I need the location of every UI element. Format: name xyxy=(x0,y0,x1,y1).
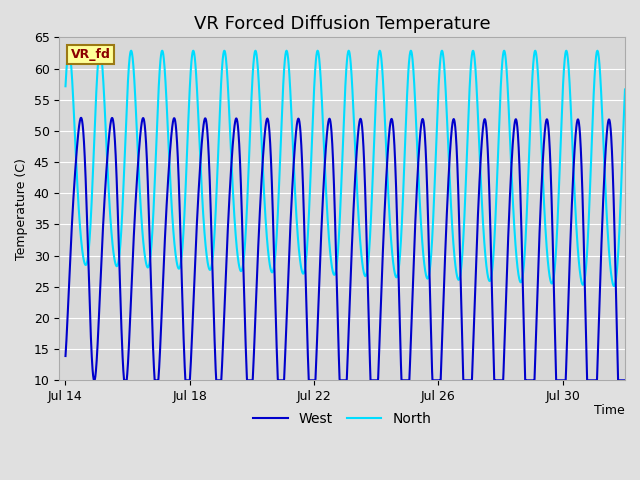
North xyxy=(550,273,557,279)
North xyxy=(301,268,308,274)
North xyxy=(611,283,618,289)
Line: North: North xyxy=(65,51,625,286)
West xyxy=(90,377,98,383)
North xyxy=(276,153,284,158)
West xyxy=(550,294,558,300)
North xyxy=(96,48,104,54)
North xyxy=(61,84,69,89)
North xyxy=(610,283,618,289)
West xyxy=(301,239,308,245)
West xyxy=(61,353,69,359)
West xyxy=(159,282,167,288)
West xyxy=(611,222,618,228)
Title: VR Forced Diffusion Temperature: VR Forced Diffusion Temperature xyxy=(194,15,490,33)
Line: West: West xyxy=(65,118,625,380)
West xyxy=(126,326,134,332)
North xyxy=(621,86,629,92)
Text: Time: Time xyxy=(595,404,625,417)
Legend: West, North: West, North xyxy=(247,407,437,432)
Text: VR_fd: VR_fd xyxy=(70,48,111,61)
West xyxy=(621,377,629,383)
Y-axis label: Temperature (C): Temperature (C) xyxy=(15,158,28,260)
North xyxy=(125,56,133,62)
West xyxy=(276,377,284,383)
West xyxy=(77,115,85,120)
North xyxy=(159,48,166,54)
